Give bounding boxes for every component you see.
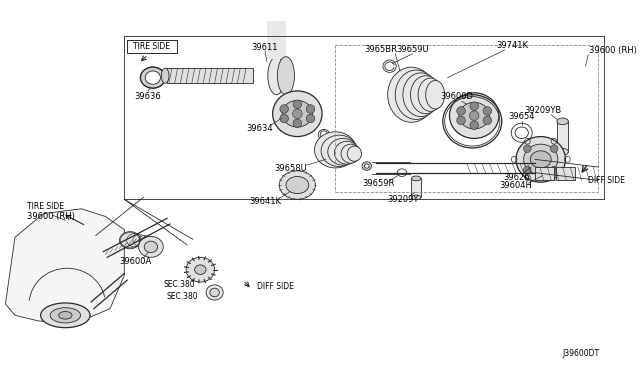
Polygon shape <box>6 209 124 323</box>
Text: 3965BR: 3965BR <box>365 45 397 54</box>
Ellipse shape <box>195 265 206 275</box>
Text: TIRE SIDE: TIRE SIDE <box>28 202 64 211</box>
Bar <box>267 20 286 59</box>
Circle shape <box>457 116 465 125</box>
Ellipse shape <box>396 70 437 119</box>
Circle shape <box>457 107 465 115</box>
Ellipse shape <box>335 141 359 164</box>
Ellipse shape <box>403 73 439 116</box>
Bar <box>557 121 568 152</box>
Ellipse shape <box>282 100 312 127</box>
Ellipse shape <box>388 67 435 122</box>
Text: 39641K: 39641K <box>249 197 281 206</box>
Text: 39741K: 39741K <box>496 41 528 50</box>
Circle shape <box>280 114 289 123</box>
Circle shape <box>550 145 558 153</box>
Circle shape <box>550 166 558 174</box>
Ellipse shape <box>140 67 165 88</box>
Ellipse shape <box>364 164 369 168</box>
Circle shape <box>292 109 302 119</box>
Ellipse shape <box>449 93 499 138</box>
Text: 39634: 39634 <box>246 124 273 132</box>
Text: J39600DT: J39600DT <box>563 349 600 358</box>
Text: 39209YB: 39209YB <box>524 106 561 115</box>
Polygon shape <box>167 68 253 83</box>
Ellipse shape <box>516 137 566 182</box>
Ellipse shape <box>341 144 360 163</box>
Ellipse shape <box>145 71 161 84</box>
Text: 39659R: 39659R <box>362 179 394 187</box>
Text: TIRE SIDE: TIRE SIDE <box>133 42 170 51</box>
Circle shape <box>280 105 289 113</box>
Ellipse shape <box>186 257 214 282</box>
Text: 39636: 39636 <box>134 92 161 101</box>
Circle shape <box>483 116 492 125</box>
Text: 39600 (RH): 39600 (RH) <box>28 212 75 221</box>
Ellipse shape <box>314 132 356 168</box>
Circle shape <box>524 166 531 174</box>
Ellipse shape <box>531 151 551 168</box>
Ellipse shape <box>557 148 568 155</box>
Text: 39604H: 39604H <box>500 180 532 190</box>
Bar <box>556 167 575 180</box>
Ellipse shape <box>210 288 220 297</box>
Bar <box>535 167 554 180</box>
Text: DIFF SIDE: DIFF SIDE <box>588 176 625 185</box>
Circle shape <box>293 119 301 128</box>
Bar <box>127 39 177 53</box>
Circle shape <box>293 100 301 109</box>
Ellipse shape <box>40 303 90 328</box>
Text: 39611: 39611 <box>252 43 278 52</box>
Text: 39600 (RH): 39600 (RH) <box>589 45 637 55</box>
Text: SEC.380: SEC.380 <box>166 292 198 301</box>
Text: 39654: 39654 <box>508 112 535 121</box>
Ellipse shape <box>161 68 169 83</box>
Ellipse shape <box>144 241 157 253</box>
Text: 39658U: 39658U <box>275 164 307 173</box>
Ellipse shape <box>286 176 308 193</box>
Ellipse shape <box>328 138 358 165</box>
Circle shape <box>470 121 479 129</box>
Ellipse shape <box>50 308 81 323</box>
Circle shape <box>524 145 531 153</box>
Ellipse shape <box>426 80 445 109</box>
Ellipse shape <box>348 146 362 161</box>
Ellipse shape <box>268 57 285 95</box>
Ellipse shape <box>321 135 357 167</box>
Text: 39600D: 39600D <box>440 92 474 101</box>
Text: 39209Y: 39209Y <box>387 195 419 204</box>
Ellipse shape <box>138 236 163 257</box>
Circle shape <box>306 114 315 123</box>
Ellipse shape <box>557 118 568 125</box>
Ellipse shape <box>410 76 441 114</box>
Ellipse shape <box>206 285 223 300</box>
Ellipse shape <box>524 144 558 174</box>
Ellipse shape <box>279 171 316 199</box>
Bar <box>412 179 421 198</box>
Ellipse shape <box>412 195 421 200</box>
Ellipse shape <box>120 232 140 249</box>
Text: SEC.380: SEC.380 <box>164 280 195 289</box>
Circle shape <box>470 102 479 110</box>
Ellipse shape <box>412 176 421 181</box>
Circle shape <box>306 105 315 113</box>
Ellipse shape <box>277 57 294 95</box>
Ellipse shape <box>273 91 322 137</box>
Text: 39600A: 39600A <box>120 257 152 266</box>
Circle shape <box>483 107 492 115</box>
Circle shape <box>469 111 479 121</box>
Text: 39626: 39626 <box>504 173 531 182</box>
Text: 39659U: 39659U <box>396 45 429 54</box>
Ellipse shape <box>59 311 72 319</box>
Ellipse shape <box>418 78 443 111</box>
Ellipse shape <box>459 102 490 129</box>
Ellipse shape <box>362 162 371 170</box>
Text: DIFF SIDE: DIFF SIDE <box>257 282 294 291</box>
